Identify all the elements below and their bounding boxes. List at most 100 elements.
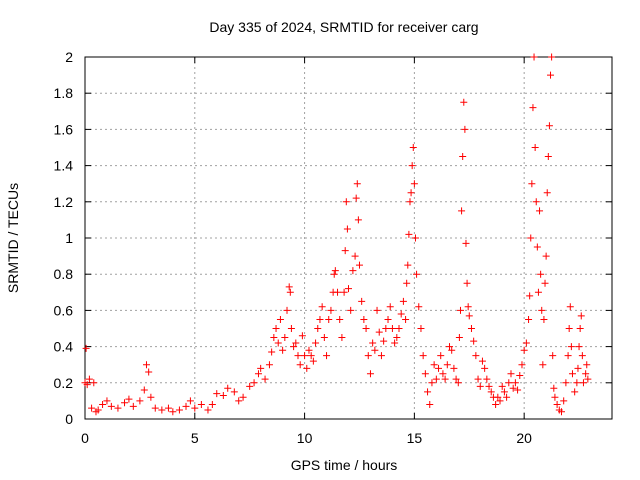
data-point	[532, 198, 540, 206]
data-point	[574, 364, 582, 372]
data-point	[565, 325, 573, 332]
data-point	[169, 408, 177, 416]
data-point	[500, 388, 508, 396]
data-point	[454, 379, 462, 387]
data-point	[458, 207, 466, 215]
data-point	[419, 352, 427, 360]
data-point	[103, 397, 111, 405]
data-point	[437, 352, 445, 360]
data-point	[460, 98, 468, 106]
data-point	[476, 382, 484, 390]
data-point	[413, 270, 421, 278]
data-point	[520, 346, 528, 354]
data-point	[94, 406, 102, 414]
data-point	[305, 346, 313, 354]
data-point	[562, 379, 570, 387]
data-point	[250, 379, 258, 387]
data-point	[507, 370, 515, 378]
data-point	[483, 375, 491, 383]
data-point	[566, 303, 574, 311]
y-tick-label: 0.2	[54, 375, 74, 391]
data-point	[417, 325, 425, 332]
data-point	[182, 402, 190, 410]
data-point	[257, 364, 265, 372]
data-point	[525, 315, 533, 323]
data-point	[294, 352, 302, 360]
data-point	[230, 388, 238, 396]
data-point	[411, 234, 419, 242]
data-point	[538, 306, 546, 314]
data-point	[82, 344, 90, 352]
data-point	[548, 53, 556, 61]
y-tick-label: 1.8	[54, 85, 74, 101]
data-point	[409, 144, 417, 151]
data-point	[351, 252, 359, 260]
data-point	[461, 125, 469, 133]
data-point	[145, 368, 153, 376]
data-point	[426, 401, 434, 409]
data-point	[494, 393, 502, 401]
data-point	[487, 388, 495, 396]
data-point	[338, 334, 346, 342]
data-point	[353, 180, 361, 188]
data-point	[463, 279, 471, 287]
data-point	[505, 379, 513, 387]
data-point	[530, 53, 538, 61]
x-tick-label: 5	[191, 430, 199, 446]
data-point	[518, 361, 526, 369]
data-point	[142, 361, 150, 369]
chart-title: Day 335 of 2024, SRMTID for receiver car…	[209, 19, 478, 35]
data-point	[301, 352, 309, 360]
y-tick-label: 2	[65, 49, 73, 65]
data-point	[345, 285, 352, 293]
data-point	[537, 270, 545, 278]
data-point	[456, 306, 464, 314]
data-point	[342, 198, 350, 206]
data-point	[428, 379, 436, 387]
data-point	[341, 247, 349, 255]
data-point	[402, 315, 410, 323]
data-point	[474, 375, 482, 383]
data-point	[175, 406, 183, 414]
data-point	[386, 303, 394, 311]
data-point	[388, 325, 396, 332]
data-point	[550, 384, 558, 392]
data-point	[470, 337, 478, 345]
data-point	[564, 352, 572, 360]
data-point	[544, 153, 552, 161]
data-point	[125, 395, 133, 403]
data-point	[391, 339, 399, 347]
y-axis-label: SRMTID / TECUs	[5, 183, 21, 293]
data-point	[395, 325, 403, 332]
data-point	[509, 384, 517, 392]
data-point	[121, 399, 129, 407]
data-point	[541, 279, 549, 287]
data-point	[441, 375, 449, 383]
data-point	[462, 239, 470, 247]
data-point	[393, 334, 401, 342]
data-point	[316, 315, 324, 323]
data-point	[582, 370, 590, 378]
data-point	[151, 404, 159, 412]
data-point	[99, 401, 107, 409]
data-point	[448, 346, 456, 354]
data-point	[399, 297, 407, 305]
data-point	[330, 270, 338, 278]
data-point	[360, 315, 368, 323]
data-point	[336, 315, 344, 323]
data-point	[516, 372, 524, 380]
data-point	[430, 361, 438, 369]
data-point	[540, 315, 548, 323]
data-point	[496, 397, 504, 405]
data-point	[551, 393, 559, 401]
data-point	[334, 288, 342, 296]
data-point	[287, 325, 295, 332]
data-point	[283, 306, 291, 314]
data-point	[443, 361, 451, 369]
x-tick-label: 0	[81, 430, 89, 446]
data-point	[439, 370, 447, 378]
y-tick-label: 1	[65, 230, 73, 246]
data-point	[578, 352, 586, 360]
data-point	[281, 334, 289, 342]
x-tick-label: 15	[407, 430, 423, 446]
